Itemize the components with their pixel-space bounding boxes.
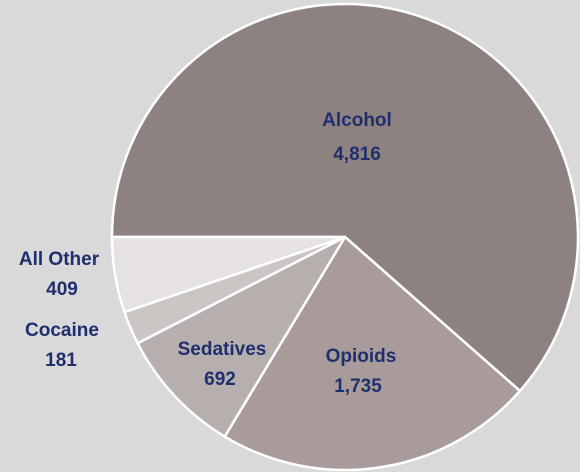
slice-label-alcohol: Alcohol — [322, 110, 392, 131]
pie-slice-alcohol — [110, 2, 580, 393]
slice-label-all-other: All Other — [19, 249, 100, 270]
label-group-cocaine: Cocaine 181 — [25, 320, 99, 371]
label-group-sedatives: Sedatives 692 — [178, 339, 267, 390]
label-group-all-other: All Other 409 — [19, 249, 100, 300]
slice-label-sedatives: Sedatives — [178, 339, 267, 360]
pie-slice-all-other — [110, 235, 347, 314]
slice-value-sedatives: 692 — [204, 369, 236, 390]
label-group-alcohol: Alcohol 4,816 — [322, 110, 392, 165]
slice-value-alcohol: 4,816 — [333, 144, 381, 165]
pie-slices — [110, 2, 580, 472]
slice-value-cocaine: 181 — [45, 350, 77, 371]
pie-slice-sedatives — [136, 235, 347, 438]
slice-value-all-other: 409 — [46, 279, 78, 300]
label-group-opioids: Opioids 1,735 — [326, 346, 397, 397]
slice-value-opioids: 1,735 — [334, 376, 382, 397]
slice-label-cocaine: Cocaine — [25, 320, 99, 341]
slice-label-opioids: Opioids — [326, 346, 397, 367]
pie-slice-opioids — [223, 235, 522, 472]
